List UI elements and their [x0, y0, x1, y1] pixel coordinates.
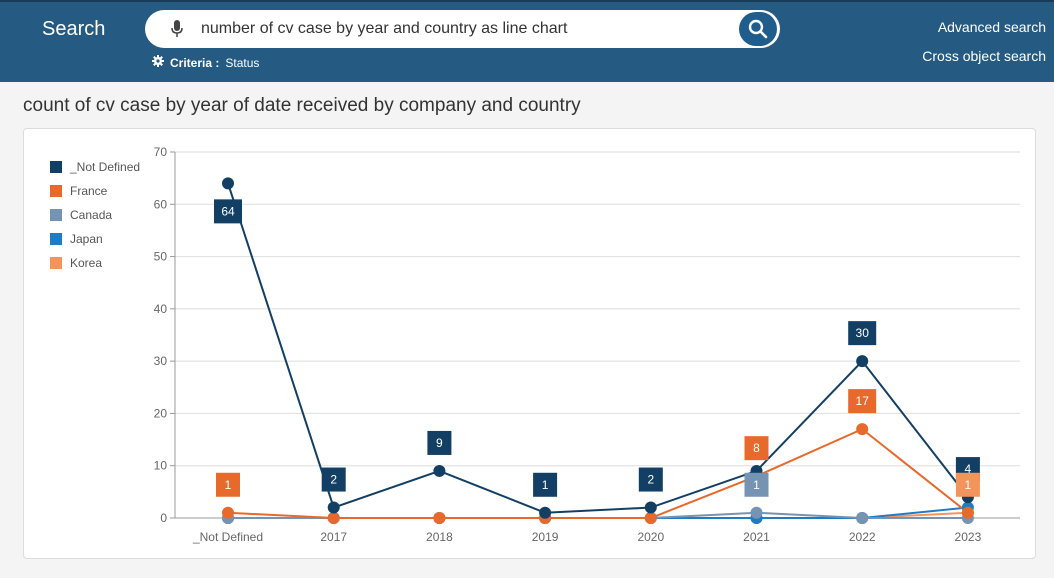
data-label: 17 [856, 394, 870, 408]
legend-item[interactable]: France [50, 179, 140, 203]
data-point [433, 512, 446, 524]
search-input[interactable]: number of cv case by year and country as… [201, 20, 568, 37]
data-point [539, 506, 552, 519]
search-box[interactable]: number of cv case by year and country as… [145, 10, 780, 48]
gear-icon[interactable] [152, 55, 164, 70]
legend-item[interactable]: _Not Defined [50, 155, 140, 179]
data-point [222, 506, 234, 519]
criteria[interactable]: Criteria : Status [152, 55, 259, 70]
legend-item[interactable]: Japan [50, 227, 140, 251]
y-tick-label: 20 [154, 406, 168, 420]
data-label: 2 [330, 473, 337, 487]
magnifier-icon [748, 19, 768, 39]
data-label-bg [214, 199, 242, 224]
data-point [856, 423, 869, 436]
legend-item[interactable]: Canada [50, 203, 140, 227]
legend-swatch [50, 185, 62, 197]
x-tick-label: 2018 [426, 530, 453, 544]
data-label: 1 [542, 478, 549, 492]
data-point [327, 501, 340, 514]
legend-swatch [50, 257, 62, 269]
data-label-bg [427, 430, 452, 455]
data-point [750, 506, 763, 519]
chart-title: count of cv case by year of date receive… [23, 95, 581, 116]
x-tick-label: 2021 [743, 530, 770, 544]
data-point [856, 512, 869, 524]
data-label-bg [744, 472, 769, 497]
x-tick-label: 2019 [532, 530, 559, 544]
data-point [222, 177, 234, 190]
legend-swatch [50, 209, 62, 221]
legend-label: _Not Defined [70, 160, 141, 174]
x-tick-label: 2020 [637, 530, 664, 544]
x-tick-label: 2023 [955, 530, 982, 544]
legend-label: France [70, 184, 108, 198]
data-label-bg [638, 467, 663, 492]
data-label: 1 [753, 478, 760, 492]
data-label-bg [533, 472, 558, 497]
data-point [644, 501, 657, 514]
y-tick-label: 30 [154, 354, 168, 368]
legend-label: Canada [70, 208, 113, 222]
advanced-search-link[interactable]: Advanced search [937, 19, 1046, 35]
data-point [961, 506, 974, 519]
data-label: 1 [965, 478, 972, 492]
data-label-bg [848, 389, 877, 414]
microphone-icon[interactable] [171, 20, 183, 38]
top-bar: Search number of cv case by year and cou… [0, 0, 1054, 82]
series-line [227, 183, 969, 514]
y-tick-label: 0 [160, 511, 167, 525]
legend-label: Korea [70, 256, 103, 270]
data-label: 4 [965, 462, 972, 476]
data-label-bg [321, 467, 346, 492]
data-label: 30 [856, 326, 870, 340]
x-tick-label: 2017 [320, 530, 347, 544]
data-point [327, 512, 340, 524]
data-point [433, 464, 446, 477]
chart-legend: _Not Defined France Canada Japan Korea [50, 155, 140, 275]
legend-swatch [50, 233, 62, 245]
data-point [644, 512, 657, 524]
data-point [856, 355, 869, 368]
data-label: 9 [436, 436, 443, 450]
legend-label: Japan [70, 232, 103, 246]
data-label: 1 [225, 478, 232, 492]
y-tick-label: 60 [154, 197, 168, 211]
line-chart: 0 10 20 30 40 50 60 70 _Not Defined 2017 2018 2019 2… [154, 145, 1020, 544]
data-label-bg [216, 472, 240, 497]
y-tick-label: 50 [154, 250, 168, 264]
legend-swatch [50, 161, 62, 173]
data-label-bg [848, 321, 877, 346]
data-label-bg [744, 436, 769, 461]
y-tick-label: 40 [154, 302, 168, 316]
data-label-bg [955, 472, 980, 497]
x-tick-label: 2022 [849, 530, 876, 544]
cross-object-search-link[interactable]: Cross object search [922, 48, 1046, 64]
data-label: 8 [753, 441, 760, 455]
series-line [227, 427, 969, 519]
y-tick-label: 70 [154, 145, 168, 159]
data-label: 2 [647, 473, 654, 487]
legend-item[interactable]: Korea [50, 251, 140, 275]
criteria-value[interactable]: Status [225, 55, 260, 70]
search-button[interactable] [739, 12, 777, 46]
search-brand: Search [42, 18, 106, 40]
criteria-label: Criteria : [170, 55, 220, 70]
data-label: 64 [221, 204, 235, 218]
y-tick-label: 10 [154, 459, 168, 473]
chart-panel: _Not Defined France Canada Japan Korea 0 10 20… [23, 128, 1036, 559]
x-tick-label: _Not Defined [192, 530, 263, 544]
